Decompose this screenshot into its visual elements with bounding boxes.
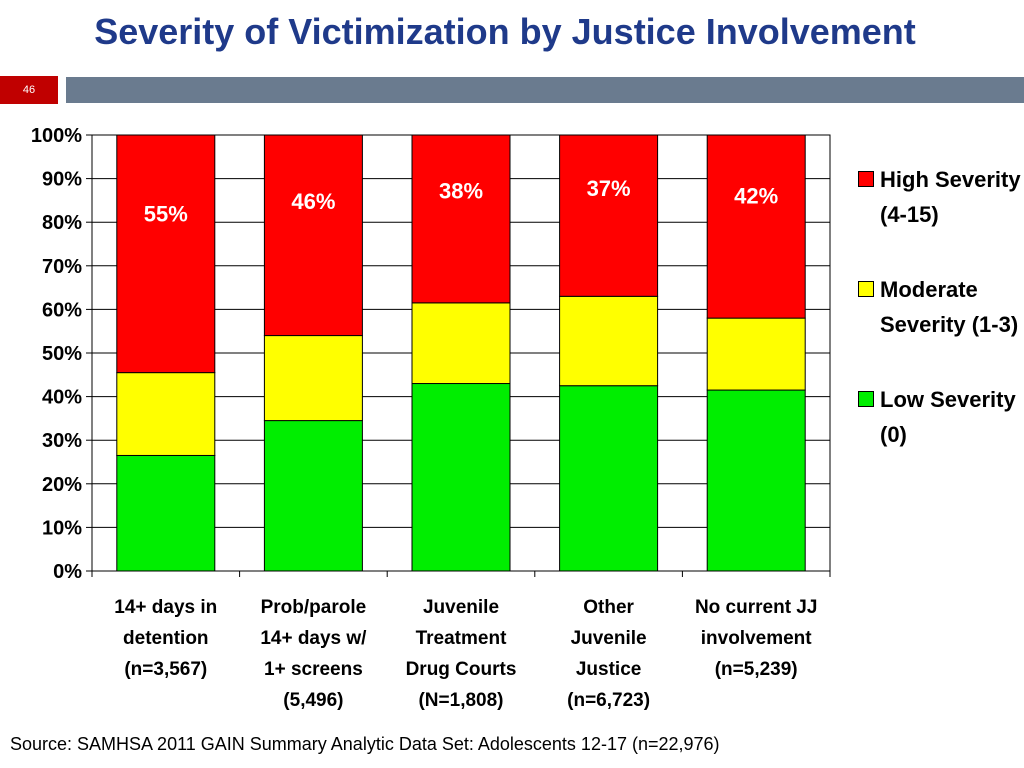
legend-item-high: High Severity (4-15) [856, 162, 1021, 232]
y-tick-label: 90% [42, 169, 82, 191]
chart-legend: High Severity (4-15) Moderate Severity (… [856, 162, 1021, 492]
data-label: 37% [587, 176, 631, 201]
data-label: 42% [734, 183, 778, 208]
legend-item-moderate: Moderate Severity (1-3) [856, 272, 1021, 342]
category-label: Juvenile [423, 597, 499, 618]
data-label: 46% [291, 189, 335, 214]
category-label: Treatment [416, 628, 507, 649]
category-label: Justice [576, 659, 641, 680]
category-label: Prob/parole [261, 597, 367, 618]
source-note: Source: SAMHSA 2011 GAIN Summary Analyti… [10, 734, 720, 754]
bar-low [411, 383, 511, 572]
y-tick-label: 0% [53, 561, 82, 583]
category-label: Other [583, 597, 634, 618]
bar-high [559, 134, 659, 297]
slide-title: Severity of Victimization by Justice Inv… [94, 11, 916, 52]
category-label: (n=5,239) [715, 659, 798, 680]
y-tick-label: 50% [42, 343, 82, 365]
legend-item-low: Low Severity (0) [856, 382, 1021, 452]
category-label: (N=1,808) [418, 690, 503, 711]
category-label: Juvenile [571, 628, 647, 649]
bar-high [116, 134, 216, 374]
bar-moderate [706, 317, 806, 391]
bar-low [706, 389, 806, 572]
legend-swatch-high [858, 171, 874, 187]
data-label: 55% [144, 201, 188, 226]
data-label: 38% [439, 178, 483, 203]
stacked-bar-chart: 0% 10% 20% 30% 40% 50% 60% 70% 80% 90% 100% 55% 14+ … [31, 125, 831, 711]
bar-moderate [263, 335, 363, 422]
category-label: (5,496) [283, 690, 343, 711]
category-label: 14+ days w/ [260, 628, 367, 649]
bar-high [706, 134, 806, 319]
category-label: 1+ screens [264, 659, 363, 680]
y-tick-label: 80% [42, 212, 82, 234]
bar-high [263, 134, 363, 337]
y-tick-label: 100% [31, 125, 82, 147]
category-label: No current JJ [695, 597, 817, 618]
y-tick-label: 10% [42, 517, 82, 539]
y-tick-label: 20% [42, 474, 82, 496]
y-tick-label: 40% [42, 387, 82, 409]
legend-label-high: High Severity (4-15) [880, 167, 1021, 227]
header-gap [58, 76, 66, 104]
category-label: involvement [701, 628, 813, 649]
y-tick-label: 60% [42, 299, 82, 321]
legend-label-moderate: Moderate Severity (1-3) [880, 277, 1019, 337]
header-bar [66, 77, 1024, 103]
bar-low [116, 454, 216, 572]
y-tick-label: 70% [42, 256, 82, 278]
bar-low [263, 420, 363, 572]
bar-moderate [559, 295, 659, 387]
legend-swatch-moderate [858, 281, 874, 297]
category-label: Drug Courts [406, 659, 517, 680]
category-label: (n=3,567) [124, 659, 207, 680]
category-label: detention [123, 628, 209, 649]
slide-number: 46 [0, 76, 58, 104]
y-tick-label: 30% [42, 430, 82, 452]
category-label: (n=6,723) [567, 690, 650, 711]
bar-low [559, 385, 659, 572]
legend-label-low: Low Severity (0) [880, 387, 1016, 447]
legend-swatch-low [858, 391, 874, 407]
category-label: 14+ days in [114, 597, 217, 618]
bar-moderate [411, 302, 511, 385]
bar-moderate [116, 372, 216, 456]
bar-high [411, 134, 511, 304]
